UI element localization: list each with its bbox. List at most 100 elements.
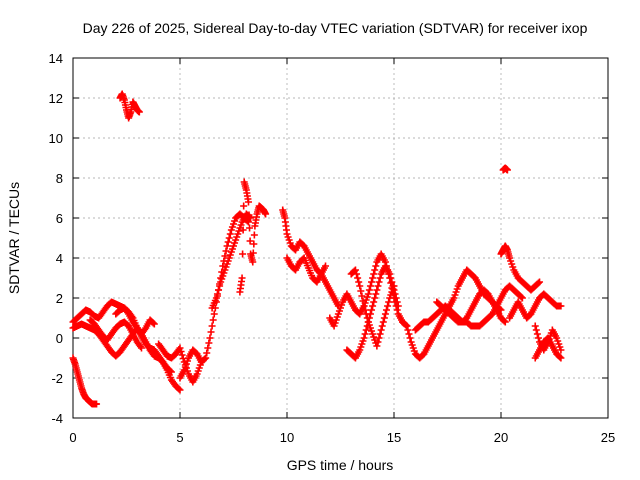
- data-point-interp: [222, 247, 230, 255]
- data-point: [167, 368, 175, 376]
- data-point-interp: [204, 344, 212, 352]
- data-point-interp: [405, 330, 413, 338]
- data-point-interp: [372, 262, 380, 270]
- data-point: [176, 344, 184, 352]
- data-point: [360, 334, 368, 342]
- data-point-interp: [203, 349, 211, 357]
- data-point-interp: [136, 343, 144, 350]
- data-point-interp: [128, 313, 136, 320]
- data-point: [386, 270, 394, 278]
- data-point-interp: [209, 316, 217, 324]
- data-point: [394, 302, 402, 310]
- data-point-interp: [402, 321, 410, 329]
- data-point-interp: [224, 238, 232, 246]
- data-point-interp: [166, 367, 174, 375]
- x-tick-label: 20: [494, 430, 508, 445]
- data-point: [244, 218, 252, 226]
- data-point-interp: [175, 385, 183, 393]
- data-point: [518, 294, 526, 302]
- y-tick-label: 12: [49, 91, 63, 106]
- y-tick-label: -2: [51, 371, 63, 386]
- data-point-interp: [239, 226, 247, 234]
- data-point-interp: [374, 282, 382, 290]
- data-point: [238, 274, 246, 282]
- data-point-interp: [387, 274, 395, 282]
- data-point: [206, 334, 214, 342]
- data-point-interp: [205, 339, 213, 347]
- data-point-interp: [207, 328, 215, 336]
- data-point: [244, 198, 252, 206]
- data-point-interp: [393, 298, 401, 306]
- data-point: [531, 322, 539, 330]
- data-point-interp: [361, 306, 369, 314]
- data-point-interp: [379, 318, 387, 326]
- data-point: [351, 266, 359, 274]
- data-point: [377, 326, 385, 334]
- data-point-interp: [178, 351, 186, 359]
- data-point-interp: [250, 240, 258, 248]
- data-point: [93, 400, 101, 408]
- data-point-interp: [393, 306, 401, 314]
- data-point-interp: [406, 334, 414, 342]
- data-point-interp: [375, 278, 383, 286]
- data-point-interp: [361, 330, 369, 338]
- data-point-interp: [371, 266, 379, 274]
- data-point: [536, 278, 544, 286]
- data-point-interp: [359, 297, 367, 305]
- y-tick-label: 10: [49, 131, 63, 146]
- data-point-interp: [385, 298, 393, 306]
- data-point: [176, 386, 184, 394]
- x-tick-label: 25: [601, 430, 615, 445]
- data-point: [364, 290, 372, 298]
- x-tick-labels: 0 5 10 15 20 25: [69, 430, 615, 445]
- data-point: [360, 302, 368, 310]
- data-point-interp: [370, 270, 378, 278]
- data-point: [557, 302, 565, 310]
- data-point: [373, 286, 381, 294]
- data-point: [369, 302, 377, 310]
- data-point-interp: [149, 319, 157, 327]
- y-tick-label: 6: [56, 211, 63, 226]
- data-point-interp: [213, 290, 221, 298]
- data-point-interp: [534, 279, 542, 287]
- data-point: [356, 282, 364, 290]
- data-point-interp: [225, 234, 233, 242]
- data-point-interp: [534, 334, 542, 342]
- chart-title: Day 226 of 2025, Sidereal Day-to-day VTE…: [83, 20, 588, 36]
- data-point-interp: [517, 293, 525, 301]
- data-point-interp: [215, 286, 223, 294]
- data-point: [322, 262, 330, 270]
- data-point: [202, 354, 210, 362]
- data-point-interp: [374, 338, 382, 346]
- x-axis-label: GPS time / hours: [287, 457, 394, 473]
- data-point-interp: [208, 322, 216, 330]
- x-tick-label: 0: [69, 430, 76, 445]
- data-point: [503, 166, 511, 174]
- data-point-interp: [365, 286, 373, 294]
- data-point: [381, 310, 389, 318]
- x-tick-label: 5: [176, 430, 183, 445]
- data-point-interp: [404, 326, 412, 334]
- data-point-interp: [362, 310, 370, 318]
- data-point-interp: [366, 282, 374, 290]
- data-point-interp: [556, 353, 564, 361]
- data-point-interp: [368, 306, 376, 314]
- data-point-interp: [371, 294, 379, 302]
- data-point-interp: [240, 202, 248, 210]
- x-tick-label: 10: [280, 430, 294, 445]
- data-point: [223, 242, 231, 250]
- data-point-interp: [392, 294, 400, 302]
- data-point-interp: [370, 298, 378, 306]
- data-point: [403, 322, 411, 330]
- data-point-interp: [376, 274, 384, 282]
- data-point-interp: [226, 230, 234, 238]
- data-point-interp: [383, 306, 391, 314]
- data-point-interp: [532, 326, 540, 334]
- data-point-interp: [201, 355, 209, 363]
- data-point: [150, 320, 158, 328]
- data-point: [137, 344, 145, 352]
- data-point: [219, 262, 227, 270]
- data-point: [373, 342, 381, 350]
- data-point-interp: [533, 330, 541, 338]
